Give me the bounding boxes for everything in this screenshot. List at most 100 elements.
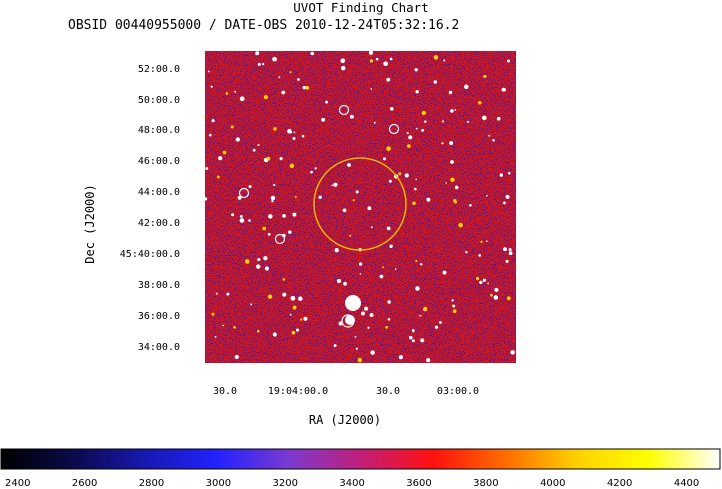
star-speck bbox=[263, 256, 268, 261]
star-speck bbox=[412, 201, 416, 206]
star-speck bbox=[267, 294, 273, 299]
y-tick-label: 38:00.0 bbox=[138, 280, 180, 291]
star-speck bbox=[441, 142, 444, 145]
star-speck bbox=[465, 251, 468, 254]
star-speck bbox=[261, 62, 265, 66]
star-speck bbox=[225, 92, 229, 95]
star-speck bbox=[205, 197, 208, 201]
star-speck bbox=[250, 303, 253, 306]
star-speck bbox=[494, 287, 499, 292]
star-speck bbox=[234, 354, 239, 360]
star-speck bbox=[215, 292, 218, 295]
star-speck bbox=[298, 296, 303, 301]
star-speck bbox=[375, 57, 379, 61]
colorbar bbox=[0, 448, 721, 470]
star-speck bbox=[507, 59, 510, 63]
star-speck bbox=[237, 195, 242, 200]
star-speck bbox=[245, 259, 250, 264]
star-speck bbox=[290, 295, 296, 301]
star-speck bbox=[211, 312, 215, 316]
star-speck bbox=[467, 120, 470, 123]
y-tick-label: 52:00.0 bbox=[138, 64, 180, 75]
star-speck bbox=[349, 234, 352, 237]
star-speck bbox=[222, 150, 227, 155]
star-speck bbox=[281, 90, 286, 95]
star-speck bbox=[426, 358, 431, 363]
star-speck bbox=[499, 173, 503, 177]
star-speck bbox=[301, 134, 305, 138]
star-speck bbox=[359, 273, 362, 275]
star-speck bbox=[222, 324, 225, 327]
star-speck bbox=[369, 313, 374, 318]
star-speck bbox=[358, 262, 363, 266]
star-speck bbox=[216, 175, 220, 179]
star-speck bbox=[409, 335, 413, 340]
star-speck bbox=[483, 74, 487, 79]
star-speck bbox=[282, 233, 286, 238]
chart-subtitle: OBSID 00440955000 / DATE-OBS 2010-12-24T… bbox=[68, 18, 460, 33]
star-speck bbox=[415, 259, 418, 263]
star-speck bbox=[478, 254, 482, 257]
star-speck bbox=[408, 135, 413, 140]
star-speck bbox=[387, 318, 391, 321]
star-speck bbox=[257, 258, 261, 262]
star-speck bbox=[367, 326, 370, 329]
star-speck bbox=[452, 304, 456, 308]
colorbar-tick-label: 4000 bbox=[540, 478, 565, 489]
star-speck bbox=[255, 51, 260, 56]
star-speck bbox=[239, 96, 245, 102]
star-speck bbox=[355, 347, 358, 350]
star-speck bbox=[272, 56, 277, 62]
star-speck bbox=[485, 240, 488, 243]
star-speck bbox=[310, 51, 314, 56]
y-tick-label: 50:00.0 bbox=[138, 95, 180, 106]
star-speck bbox=[248, 184, 252, 189]
star-speck bbox=[505, 259, 509, 263]
star-speck bbox=[406, 144, 411, 148]
star-speck bbox=[364, 306, 369, 311]
star-speck bbox=[264, 266, 270, 271]
star-speck bbox=[387, 300, 391, 304]
star-speck bbox=[361, 311, 365, 316]
star-speck bbox=[273, 183, 276, 187]
star-speck bbox=[451, 299, 454, 302]
star-speck bbox=[325, 100, 329, 104]
star-speck bbox=[411, 339, 415, 343]
star-speck bbox=[478, 100, 482, 105]
star-speck bbox=[439, 321, 442, 324]
marker-circles bbox=[238, 104, 400, 328]
star-speck bbox=[370, 350, 375, 355]
star-speck bbox=[288, 230, 292, 234]
star-speck bbox=[373, 121, 376, 124]
star-speck bbox=[452, 309, 457, 314]
colorbar-tick-label: 2800 bbox=[139, 478, 164, 489]
star-speck bbox=[441, 120, 444, 123]
star-speck bbox=[415, 286, 420, 291]
star-speck bbox=[235, 137, 240, 142]
x-tick-label: 19:04:00.0 bbox=[268, 386, 328, 397]
y-tick-label: 42:00.0 bbox=[138, 218, 180, 229]
x-tick-label: 30.0 bbox=[376, 386, 400, 397]
star-speck bbox=[412, 330, 415, 333]
star-speck bbox=[289, 313, 292, 316]
bright-star bbox=[345, 295, 361, 325]
star-speck bbox=[508, 248, 512, 252]
star-speck bbox=[490, 293, 493, 297]
colorbar-tick-label: 4200 bbox=[607, 478, 632, 489]
star-speck bbox=[386, 146, 391, 151]
star-speck bbox=[383, 61, 388, 67]
star-speck bbox=[488, 134, 491, 137]
star-speck bbox=[386, 226, 391, 231]
star-speck bbox=[388, 179, 392, 183]
star-speck bbox=[255, 264, 261, 269]
star-speck bbox=[413, 187, 417, 191]
y-axis-label: Dec (J2000) bbox=[83, 184, 97, 263]
star-speck bbox=[347, 163, 351, 167]
star-speck bbox=[333, 344, 337, 348]
star-speck bbox=[302, 85, 307, 90]
colorbar-tick-label: 3200 bbox=[273, 478, 298, 489]
colorbar-tick-label: 3600 bbox=[406, 478, 431, 489]
star-speck bbox=[343, 281, 347, 286]
star-speck bbox=[415, 89, 419, 94]
star-speck bbox=[398, 355, 403, 360]
